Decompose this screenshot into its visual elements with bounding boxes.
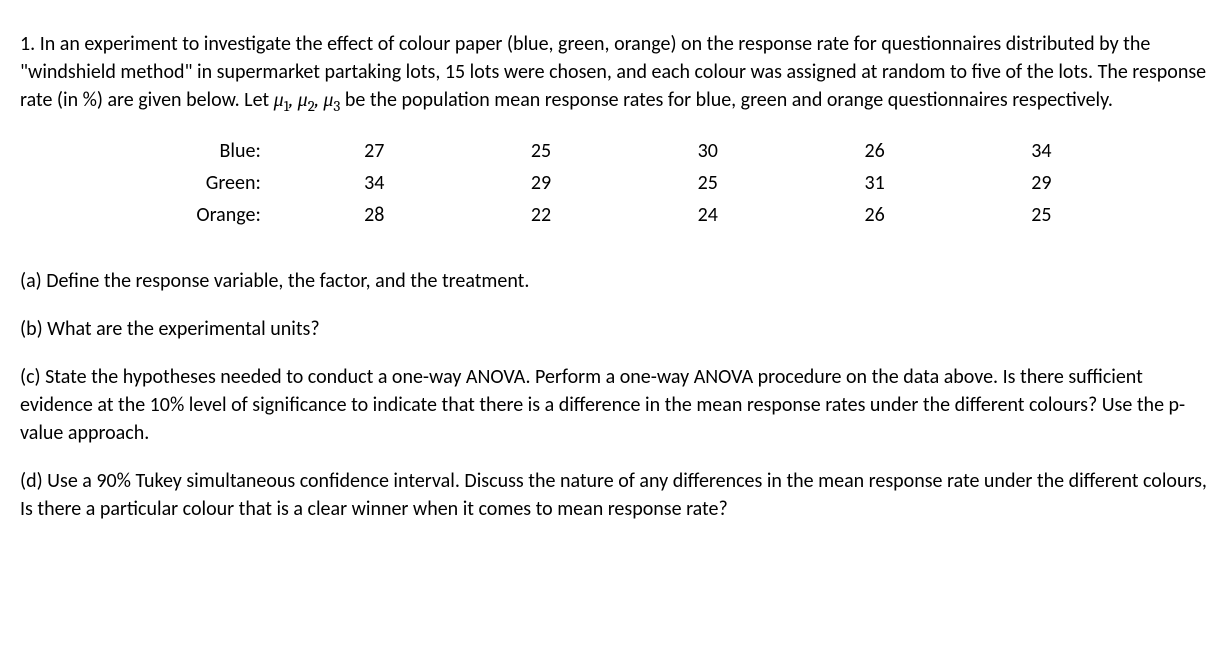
question-part-d: (d) Use a 90% Tukey simultaneous confide… bbox=[20, 467, 1208, 523]
cell-value: 27 bbox=[291, 135, 458, 167]
mu-symbols: μ1, μ2, μ3 bbox=[274, 88, 341, 111]
row-label-orange: Orange: bbox=[103, 199, 291, 231]
cell-value: 29 bbox=[958, 167, 1125, 199]
table-row: Blue: 27 25 30 26 34 bbox=[103, 135, 1125, 167]
mu-2: μ2 bbox=[298, 88, 315, 111]
problem-intro: 1. In an experiment to investigate the e… bbox=[20, 30, 1208, 117]
question-part-b: (b) What are the experimental units? bbox=[20, 315, 1208, 343]
cell-value: 29 bbox=[458, 167, 625, 199]
cell-value: 30 bbox=[624, 135, 791, 167]
cell-value: 34 bbox=[958, 135, 1125, 167]
row-label-green: Green: bbox=[103, 167, 291, 199]
cell-value: 26 bbox=[791, 199, 958, 231]
question-part-a: (a) Define the response variable, the fa… bbox=[20, 267, 1208, 295]
table-row: Green: 34 29 25 31 29 bbox=[103, 167, 1125, 199]
cell-value: 34 bbox=[291, 167, 458, 199]
table-row: Orange: 28 22 24 26 25 bbox=[103, 199, 1125, 231]
intro-text-post: be the population mean response rates fo… bbox=[340, 88, 1113, 112]
question-part-c: (c) State the hypotheses needed to condu… bbox=[20, 363, 1208, 447]
cell-value: 24 bbox=[624, 199, 791, 231]
cell-value: 28 bbox=[291, 199, 458, 231]
cell-value: 26 bbox=[791, 135, 958, 167]
mu-3: μ3 bbox=[323, 88, 340, 111]
cell-value: 25 bbox=[958, 199, 1125, 231]
row-label-blue: Blue: bbox=[103, 135, 291, 167]
cell-value: 31 bbox=[791, 167, 958, 199]
cell-value: 25 bbox=[624, 167, 791, 199]
cell-value: 25 bbox=[458, 135, 625, 167]
response-data-table: Blue: 27 25 30 26 34 Green: 34 29 25 31 … bbox=[103, 135, 1125, 231]
mu-1: μ1 bbox=[274, 88, 289, 111]
cell-value: 22 bbox=[458, 199, 625, 231]
